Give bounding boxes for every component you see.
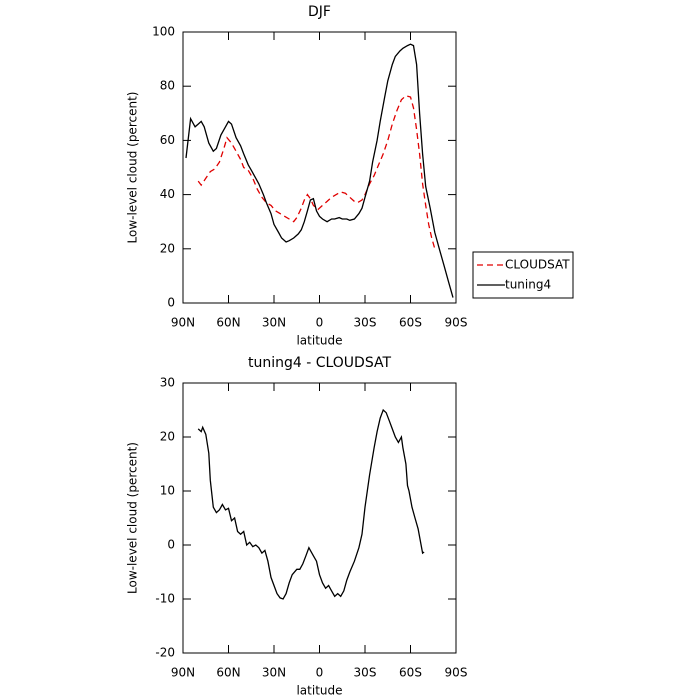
x-tick-label: 90S	[445, 666, 468, 680]
y-tick-label: 20	[160, 241, 175, 255]
legend-box	[472, 251, 574, 299]
plot-frame	[182, 31, 457, 304]
x-tick-label: 90N	[171, 666, 195, 680]
chart-title: DJF	[308, 4, 331, 20]
y-tick-label: -20	[155, 646, 175, 660]
y-tick-label: 100	[152, 25, 175, 39]
y-tick-label: 60	[160, 133, 175, 147]
x-tick-label: 60N	[216, 316, 240, 330]
series-line	[197, 408, 425, 600]
y-tick-label: 80	[160, 79, 175, 93]
series-line	[185, 43, 454, 298]
y-axis-label: Low-level cloud (percent)	[126, 92, 140, 244]
series-line	[197, 94, 436, 249]
y-tick-label: 0	[167, 538, 175, 552]
y-tick-label: 20	[160, 430, 175, 444]
x-axis-label: latitude	[296, 334, 342, 348]
x-tick-label: 0	[316, 666, 324, 680]
y-tick-label: 40	[160, 187, 175, 201]
x-tick-label: 0	[316, 316, 324, 330]
y-tick-label: 0	[167, 296, 175, 310]
x-tick-label: 90N	[171, 316, 195, 330]
x-tick-label: 60S	[399, 666, 422, 680]
x-tick-label: 30N	[262, 666, 286, 680]
y-axis-label: Low-level cloud (percent)	[126, 442, 140, 594]
y-tick-label: 30	[160, 376, 175, 390]
x-tick-label: 30N	[262, 316, 286, 330]
chart-title: tuning4 - CLOUDSAT	[248, 355, 392, 371]
x-tick-label: 90S	[445, 316, 468, 330]
x-tick-label: 60S	[399, 316, 422, 330]
y-tick-label: -10	[155, 592, 175, 606]
x-axis-label: latitude	[296, 684, 342, 698]
legend-label: tuning4	[505, 278, 551, 292]
legend-label: CLOUDSAT	[505, 258, 570, 272]
x-tick-label: 30S	[354, 666, 377, 680]
x-tick-label: 60N	[216, 666, 240, 680]
y-tick-label: 10	[160, 484, 175, 498]
x-tick-label: 30S	[354, 316, 377, 330]
plot-frame	[182, 382, 457, 654]
